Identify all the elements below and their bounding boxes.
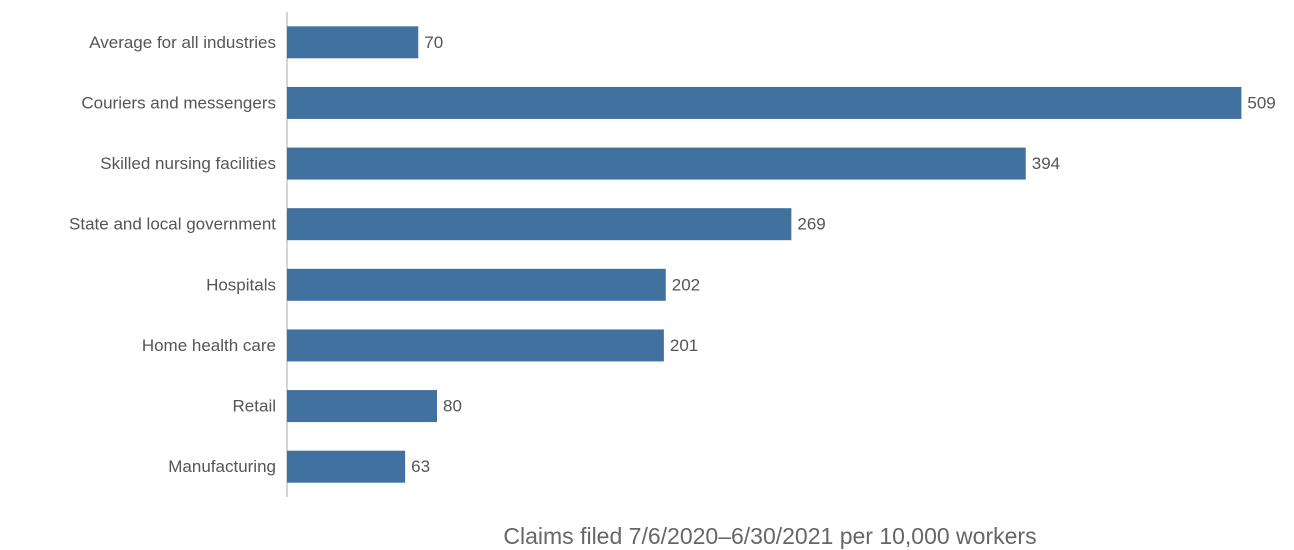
value-label: 80 bbox=[443, 397, 462, 416]
y-tick-label: Retail bbox=[233, 397, 276, 416]
bar bbox=[287, 208, 792, 241]
bar bbox=[287, 268, 666, 301]
value-label: 202 bbox=[672, 275, 700, 294]
value-label: 201 bbox=[670, 336, 698, 355]
y-tick-label: Couriers and messengers bbox=[81, 93, 276, 112]
value-label: 509 bbox=[1247, 93, 1275, 112]
bar bbox=[287, 26, 419, 59]
bar bbox=[287, 329, 664, 362]
bar bbox=[287, 390, 437, 423]
bar bbox=[287, 147, 1026, 180]
value-label: 63 bbox=[411, 457, 430, 476]
bar bbox=[287, 86, 1242, 119]
value-label: 394 bbox=[1032, 154, 1060, 173]
value-label: 70 bbox=[424, 33, 443, 52]
y-tick-label: Skilled nursing facilities bbox=[100, 154, 276, 173]
y-tick-label: Manufacturing bbox=[168, 457, 276, 476]
x-axis-label: Claims filed 7/6/2020–6/30/2021 per 10,0… bbox=[503, 523, 1036, 549]
bar bbox=[287, 450, 406, 483]
y-tick-label: Average for all industries bbox=[89, 33, 276, 52]
y-tick-label: State and local government bbox=[69, 215, 276, 234]
value-label: 269 bbox=[797, 215, 825, 234]
y-tick-label: Hospitals bbox=[206, 275, 276, 294]
y-tick-label: Home health care bbox=[142, 336, 276, 355]
